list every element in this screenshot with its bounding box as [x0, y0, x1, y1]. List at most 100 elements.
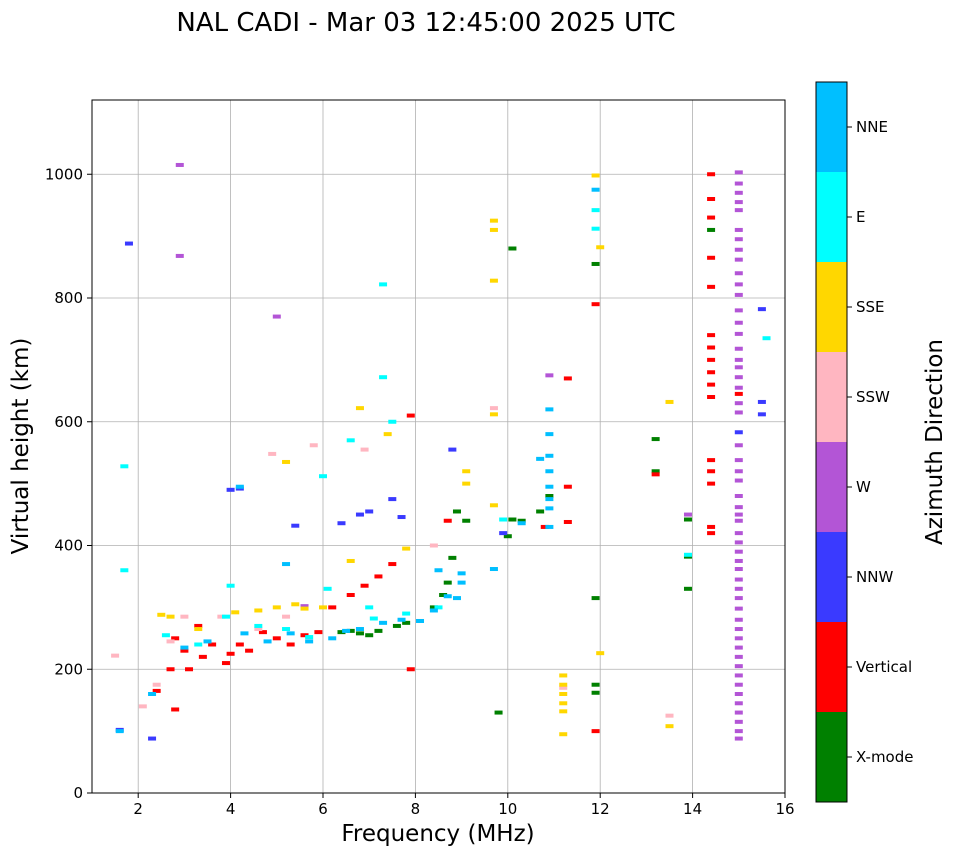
echo-point	[734, 729, 743, 734]
echo-point	[323, 586, 332, 591]
echo-point	[180, 614, 189, 619]
echo-point	[300, 604, 309, 609]
echo-point	[448, 447, 457, 452]
echo-point	[734, 410, 743, 415]
x-axis-ticks: 2 4 6 8 10 12 14 16	[133, 793, 795, 818]
x-tick-label: 2	[133, 800, 143, 818]
colorbar-tick-label: W	[856, 478, 871, 496]
echo-point	[263, 639, 272, 644]
echo-point	[596, 651, 605, 656]
echo-point	[734, 645, 743, 650]
y-axis-ticks: 0 200 400 600 800 1000	[45, 165, 92, 802]
echo-point	[489, 567, 498, 572]
echo-point	[203, 639, 212, 644]
echo-point	[365, 633, 374, 638]
echo-point	[489, 503, 498, 508]
echo-point	[707, 531, 716, 536]
echo-point	[328, 605, 337, 610]
echo-point	[166, 667, 175, 672]
echo-point	[734, 181, 743, 186]
echo-point	[734, 365, 743, 370]
echo-point	[374, 574, 383, 579]
echo-point	[707, 172, 716, 177]
echo-point	[342, 628, 351, 633]
echo-point	[124, 241, 133, 246]
echo-point	[559, 685, 568, 690]
echo-point	[545, 506, 554, 511]
echo-point	[734, 512, 743, 517]
echo-point	[226, 583, 235, 588]
echo-point	[388, 497, 397, 502]
echo-point	[383, 432, 392, 437]
echo-point	[734, 401, 743, 406]
echo-point	[489, 406, 498, 411]
echo-point	[346, 593, 355, 597]
echo-point	[707, 215, 716, 220]
echo-point	[258, 630, 267, 635]
echo-point	[665, 399, 674, 404]
echo-point	[591, 187, 600, 192]
colorbar-segment	[816, 442, 847, 532]
echo-point	[563, 376, 572, 381]
echo-point	[452, 509, 461, 514]
echo-point	[734, 320, 743, 325]
series-e	[120, 208, 771, 647]
echo-point	[457, 580, 466, 585]
echo-point	[365, 605, 374, 610]
colorbar-frame	[815, 81, 848, 803]
echo-point	[734, 682, 743, 687]
echo-point	[508, 246, 517, 251]
colorbar: X-mode Vertical NNW W SSW SSE E NNE	[815, 81, 913, 803]
echo-point	[683, 517, 692, 522]
y-tick-label: 0	[73, 784, 83, 802]
echo-point	[397, 515, 406, 520]
echo-point	[734, 208, 743, 213]
echo-point	[545, 484, 554, 489]
echo-point	[443, 518, 452, 523]
echo-point	[540, 524, 549, 529]
colorbar-segment	[816, 82, 847, 172]
echo-point	[286, 642, 295, 647]
echo-point	[120, 568, 129, 573]
echo-point	[536, 509, 545, 514]
series-x-mode	[337, 227, 716, 715]
echo-point	[734, 357, 743, 362]
echo-point	[499, 531, 508, 536]
echo-point	[665, 713, 674, 718]
echo-point	[545, 494, 554, 498]
echo-point	[707, 395, 716, 399]
echo-point	[462, 518, 471, 523]
echo-point	[734, 596, 743, 601]
echo-point	[300, 606, 309, 611]
echo-point	[448, 555, 457, 560]
echo-point	[379, 620, 388, 625]
y-tick-label: 600	[54, 413, 83, 431]
echo-point	[402, 546, 411, 551]
echo-point	[360, 447, 369, 452]
echo-point	[591, 261, 600, 266]
echo-point	[734, 430, 743, 435]
echo-point	[254, 627, 263, 632]
echo-point	[757, 399, 766, 404]
echo-point	[268, 451, 277, 456]
x-tick-label: 16	[775, 800, 794, 818]
echo-point	[734, 654, 743, 659]
echo-point	[180, 648, 189, 653]
echo-point	[235, 642, 244, 647]
echo-point	[591, 173, 600, 178]
echo-point	[245, 648, 254, 653]
echo-point	[545, 453, 554, 458]
colorbar-segment	[816, 532, 847, 622]
x-tick-label: 8	[411, 800, 421, 818]
echo-point	[734, 540, 743, 545]
echo-point	[559, 692, 568, 696]
x-axis-label: Frequency (MHz)	[341, 821, 534, 847]
echo-point	[355, 406, 364, 411]
echo-point	[355, 631, 364, 636]
echo-point	[734, 549, 743, 554]
echo-point	[707, 382, 716, 387]
echo-point	[439, 593, 448, 597]
x-tick-label: 4	[226, 800, 236, 818]
echo-point	[734, 673, 743, 678]
echo-point	[171, 636, 180, 641]
